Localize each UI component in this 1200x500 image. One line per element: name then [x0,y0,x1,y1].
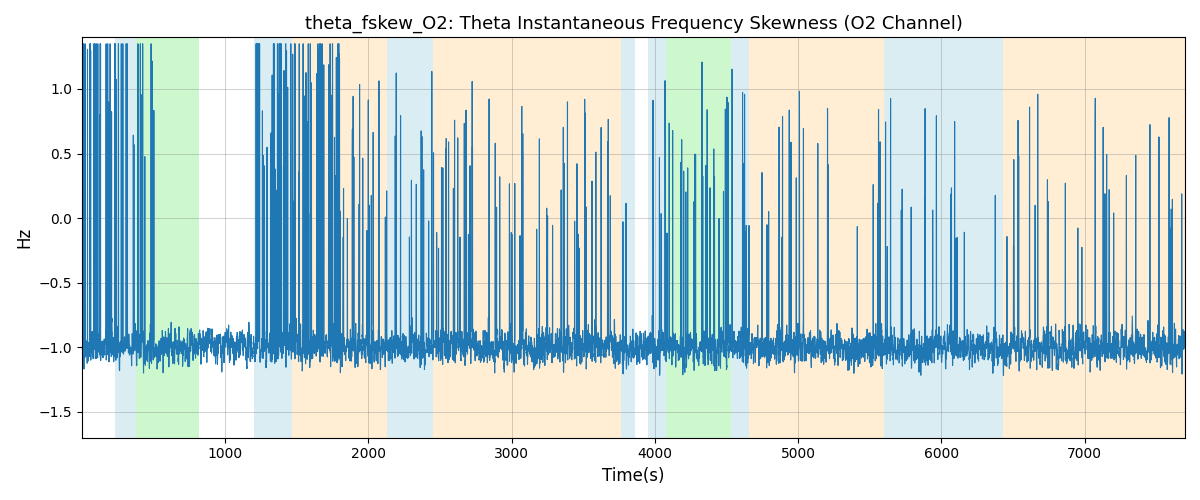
Bar [620,38,635,438]
X-axis label: Time(s): Time(s) [602,467,665,485]
Bar [115,38,137,438]
Bar [433,38,620,438]
Bar [979,38,1003,438]
Title: theta_fskew_O2: Theta Instantaneous Frequency Skewness (O2 Channel): theta_fskew_O2: Theta Instantaneous Freq… [305,15,962,34]
Bar [750,38,884,438]
Bar [1003,38,1026,438]
Bar [1026,38,1186,438]
Bar [884,38,979,438]
Bar [388,38,433,438]
Bar [731,38,750,438]
Bar [254,38,293,438]
Bar [293,38,388,438]
Bar [666,38,731,438]
Bar [137,38,199,438]
Bar [648,38,666,438]
Y-axis label: Hz: Hz [14,227,32,248]
